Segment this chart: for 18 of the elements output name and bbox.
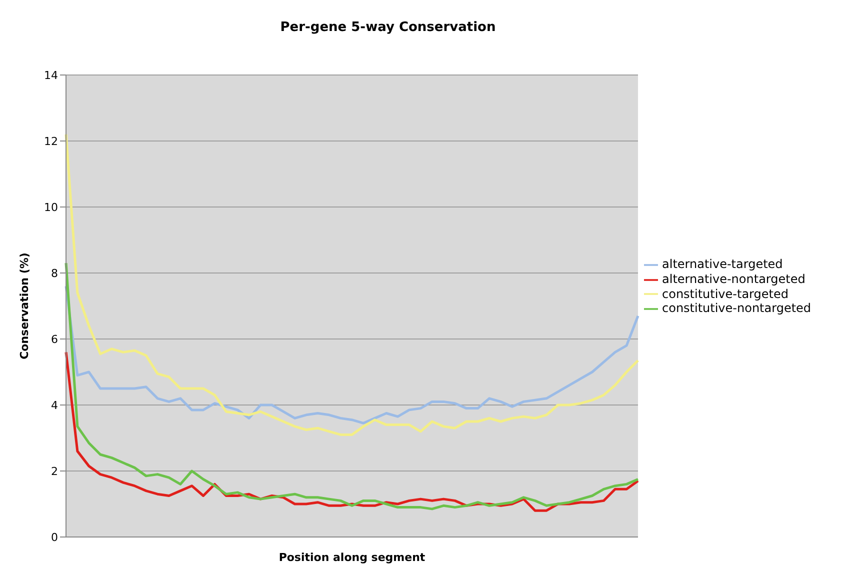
x-axis-title: Position along segment <box>278 551 426 564</box>
y-tick-label: 8 <box>51 266 58 280</box>
chart-title: Per-gene 5-way Conservation <box>279 20 497 35</box>
y-tick-label: 6 <box>51 332 58 346</box>
y-tick-label: 12 <box>44 134 58 148</box>
legend-label: constitutive-targeted <box>662 286 788 300</box>
line-series <box>64 262 640 510</box>
y-tick-label: 2 <box>51 464 58 478</box>
legend-label: alternative-targeted <box>662 257 783 272</box>
line-series <box>64 133 640 436</box>
y-tick-label: 14 <box>44 68 58 82</box>
legend-label: alternative-nontargeted <box>662 272 806 286</box>
y-tick-label: 10 <box>44 200 58 214</box>
legend-label: constitutive-nontargeted <box>662 301 812 316</box>
line-series <box>64 284 640 424</box>
y-tick-label: 0 <box>51 530 58 544</box>
y-tick-label: 4 <box>51 398 58 412</box>
y-axis-title: Conservation (%) <box>18 252 31 360</box>
